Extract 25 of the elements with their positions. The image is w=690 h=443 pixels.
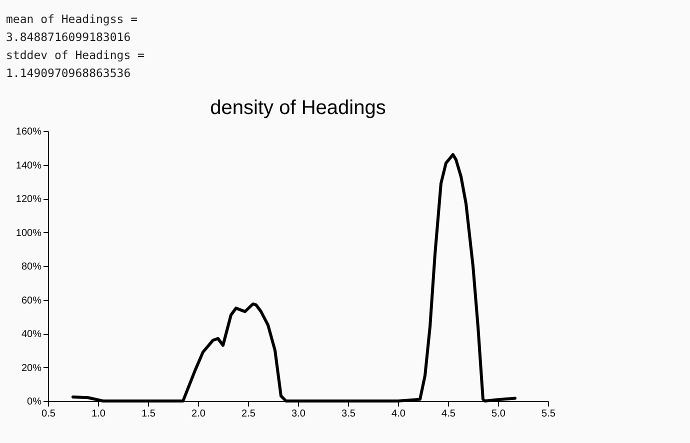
x-tick-label: 1.0	[92, 408, 106, 420]
y-tick-label: 60%	[21, 295, 42, 306]
x-tick-label: 3.0	[292, 408, 306, 420]
x-tick-label: 4.0	[392, 408, 406, 420]
x-tick-label: 4.5	[442, 408, 456, 420]
x-tick-label: 3.5	[342, 408, 356, 420]
y-tick-label: 120%	[16, 194, 42, 205]
x-tick-label: 5.0	[492, 408, 506, 420]
text: 1.1490970968863536	[6, 65, 132, 82]
y-tick-label: 140%	[16, 160, 42, 172]
x-tick-label: 5.5	[542, 408, 556, 420]
y-tick-label: 0%	[27, 396, 42, 408]
y-tick-label: 160%	[16, 126, 42, 138]
y-tick-label: 100%	[16, 228, 42, 239]
x-tick-label: 2.0	[192, 408, 206, 420]
y-tick-label: 40%	[21, 329, 42, 340]
text: stddev of Headings =	[6, 47, 144, 64]
x-tick-label: 0.5	[42, 408, 56, 420]
text: 3.8488716099183016	[6, 29, 132, 46]
y-tick-label: 20%	[21, 362, 42, 374]
y-tick-label: 80%	[21, 262, 42, 272]
x-tick-label: 2.5	[242, 408, 256, 420]
chart-title: density of Headings	[210, 97, 386, 119]
x-tick-label: 1.5	[142, 408, 156, 420]
text: mean of Headingss =	[6, 11, 139, 28]
